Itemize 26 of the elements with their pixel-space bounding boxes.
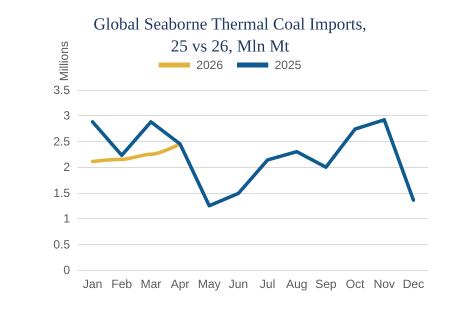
x-tick-label: Oct [346,277,366,291]
y-tick-label: 3 [63,108,70,123]
y-tick-label: 1 [63,212,70,226]
x-tick-label: Jun [228,277,248,291]
x-tick-label: Apr [170,277,190,291]
x-tick-label: Jan [82,277,102,291]
y-tick-label: 1.5 [53,186,70,200]
y-tick-label: 2 [63,160,70,174]
y-tick-label: 3.5 [53,83,70,97]
line-series [90,142,182,164]
x-tick-label: Aug [286,277,308,291]
y-axis-title: Millions [57,41,71,82]
x-tick-label: May [198,277,221,291]
x-tick-label: Jul [260,277,276,291]
y-tick-label: 0 [63,263,70,277]
legend-label: 2026 [196,58,224,72]
x-tick-label: Dec [402,277,424,291]
x-tick-label: Sep [315,277,337,291]
x-tick-label: Feb [111,277,132,291]
x-tick-label: Nov [374,277,395,291]
chart-title: Global Seaborne Thermal Coal Imports, 25 vs 26, Mln Mt [93,14,367,56]
x-tick-label: Mar [140,277,162,291]
y-tick-label: 0.5 [53,237,70,252]
legend-label: 2025 [274,58,302,72]
line-series [90,118,416,208]
y-tick-label: 2.5 [53,134,70,148]
